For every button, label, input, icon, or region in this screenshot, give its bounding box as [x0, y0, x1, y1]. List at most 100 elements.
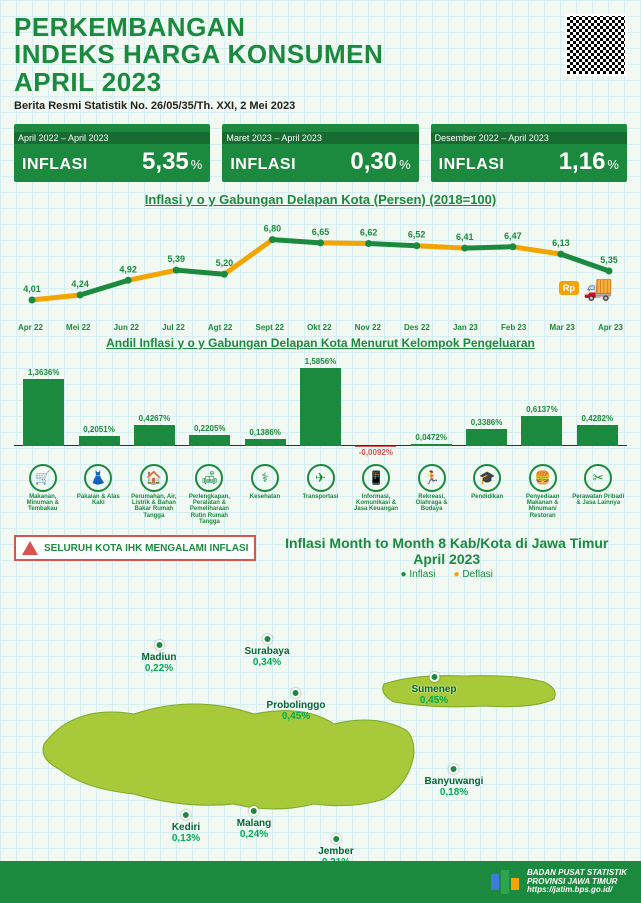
bar-col: 0,2051%	[73, 436, 124, 446]
category-icon: 🏃	[418, 464, 446, 492]
x-label: Jul 22	[162, 323, 185, 332]
subtitle: Berita Resmi Statistik No. 26/05/35/Th. …	[14, 100, 383, 112]
category-item: 🎓Pendidikan	[460, 464, 514, 525]
bar-col: 0,3386%	[461, 429, 512, 446]
category-item: 🏃Rekreasi, Olahraga & Budaya	[405, 464, 459, 525]
triangle-icon	[22, 541, 38, 555]
category-label: Perawatan Pribadi & Jasa Lainnya	[571, 494, 625, 507]
bar-chart: 1,3636%0,2051%0,4267%0,2205%0,1386%1,585…	[14, 356, 627, 446]
svg-text:5,20: 5,20	[216, 258, 234, 268]
period: Desember 2022 – April 2023	[431, 132, 627, 144]
city-name: Kediri	[172, 822, 200, 833]
rp-badge: Rp	[559, 281, 579, 295]
bar-col: 0,2205%	[184, 435, 235, 446]
category-icon: ✈	[307, 464, 335, 492]
footer-text: BADAN PUSAT STATISTIK PROVINSI JAWA TIMU…	[527, 869, 627, 895]
city-value: 0,22%	[142, 663, 177, 674]
city-marker: Madiun0,22%	[142, 640, 177, 674]
map-header: Inflasi Month to Month 8 Kab/Kota di Jaw…	[266, 535, 627, 580]
bar-col: 0,0472%	[406, 444, 457, 446]
city-name: Banyuwangi	[425, 776, 484, 787]
bar	[189, 435, 230, 446]
city-value: 0,34%	[244, 657, 289, 668]
city-marker: Kediri0,13%	[172, 810, 200, 844]
label: INFLASI	[439, 156, 505, 174]
svg-text:4,01: 4,01	[23, 284, 41, 294]
category-item: ✂ Perawatan Pribadi & Jasa Lainnya	[571, 464, 625, 525]
bar-col: 1,5856%	[295, 368, 346, 446]
city-name: Malang	[237, 818, 271, 829]
bar-value-label: 1,5856%	[305, 357, 337, 366]
category-label: Informasi, Komunikasi & Jasa Keuangan	[349, 494, 403, 513]
x-axis-labels: Apr 22Mei 22Jun 22Jul 22Agt 22Sept 22Okt…	[14, 323, 627, 332]
alert-box: SELURUH KOTA IHK MENGALAMI INFLASI	[14, 535, 256, 561]
bar	[79, 436, 120, 446]
city-marker: Malang0,24%	[237, 806, 271, 840]
bar-value-label: 0,0472%	[415, 433, 447, 442]
city-dot	[181, 810, 191, 820]
bar	[300, 368, 341, 446]
city-name: Jember	[318, 846, 354, 857]
city-value: 0,45%	[411, 695, 456, 706]
svg-text:6,65: 6,65	[312, 227, 330, 237]
bps-logo	[491, 870, 519, 894]
category-icon: 🛋	[195, 464, 223, 492]
city-marker: Sumenep0,45%	[411, 672, 456, 706]
truck-icon: 🚚	[583, 274, 613, 303]
label: INFLASI	[230, 156, 296, 174]
category-label: Pakaian & Alas Kaki	[72, 494, 126, 507]
period: Maret 2023 – April 2023	[222, 132, 418, 144]
bar-chart-title: Andil Inflasi y o y Gabungan Delapan Kot…	[14, 336, 627, 350]
x-label: Jan 23	[453, 323, 478, 332]
city-name: Sumenep	[411, 684, 456, 695]
bar-col: 0,4282%	[572, 425, 623, 446]
city-dot	[449, 764, 459, 774]
map-title-line1: Inflasi Month to Month 8 Kab/Kota di Jaw…	[266, 535, 627, 551]
category-icon: 🛒	[29, 464, 57, 492]
category-item: ✈ Transportasi	[294, 464, 348, 525]
x-label: Mei 22	[66, 323, 90, 332]
stat-box-ytd: Desember 2022 – April 2023 INFLASI 1,16%	[431, 124, 627, 182]
value: 0,30	[350, 148, 397, 175]
legend-inflasi: Inflasi	[401, 569, 436, 580]
category-label: Transportasi	[294, 494, 348, 500]
svg-text:6,62: 6,62	[360, 227, 378, 237]
city-value: 0,45%	[267, 711, 326, 722]
bar-value-label: 0,2051%	[83, 425, 115, 434]
svg-text:6,52: 6,52	[408, 230, 426, 240]
category-icon: 🍔	[529, 464, 557, 492]
bar-value-label: 0,4282%	[581, 414, 613, 423]
title-line1: PERKEMBANGAN	[14, 14, 383, 41]
map-title-line2: April 2023	[266, 551, 627, 567]
bar	[577, 425, 618, 446]
city-marker: Banyuwangi0,18%	[425, 764, 484, 798]
svg-text:6,13: 6,13	[552, 238, 570, 248]
category-label: Makanan, Minuman & Tembakau	[16, 494, 70, 513]
bar-col: 1,3636%	[18, 379, 69, 446]
category-row: 🛒 Makanan, Minuman & Tembakau 👗 Pakaian & A…	[14, 464, 627, 525]
bar	[245, 439, 286, 446]
city-name: Surabaya	[244, 646, 289, 657]
line-chart-title: Inflasi y o y Gabungan Delapan Kota (Per…	[14, 192, 627, 207]
city-dot	[331, 834, 341, 844]
category-icon: 🎓	[473, 464, 501, 492]
svg-text:4,92: 4,92	[119, 264, 137, 274]
category-item: ⚕Kesehatan	[238, 464, 292, 525]
category-icon: ✂	[584, 464, 612, 492]
category-icon: 👗	[84, 464, 112, 492]
label: INFLASI	[22, 156, 88, 174]
city-name: Probolinggo	[267, 700, 326, 711]
city-dot	[262, 634, 272, 644]
bar-value-label: 1,3636%	[28, 368, 60, 377]
value: 5,35	[142, 148, 189, 175]
category-icon: 🏠	[140, 464, 168, 492]
x-label: Okt 22	[307, 323, 331, 332]
category-item: 🛋Perlengkapan, Peralatan & Pemeliharaan …	[183, 464, 237, 525]
bar-value-label: 0,6137%	[526, 405, 558, 414]
city-value: 0,18%	[425, 787, 484, 798]
category-icon: 📱	[362, 464, 390, 492]
city-name: Madiun	[142, 652, 177, 663]
city-dot	[429, 672, 439, 682]
bar-value-label: 0,3386%	[471, 418, 503, 427]
x-label: Des 22	[404, 323, 430, 332]
